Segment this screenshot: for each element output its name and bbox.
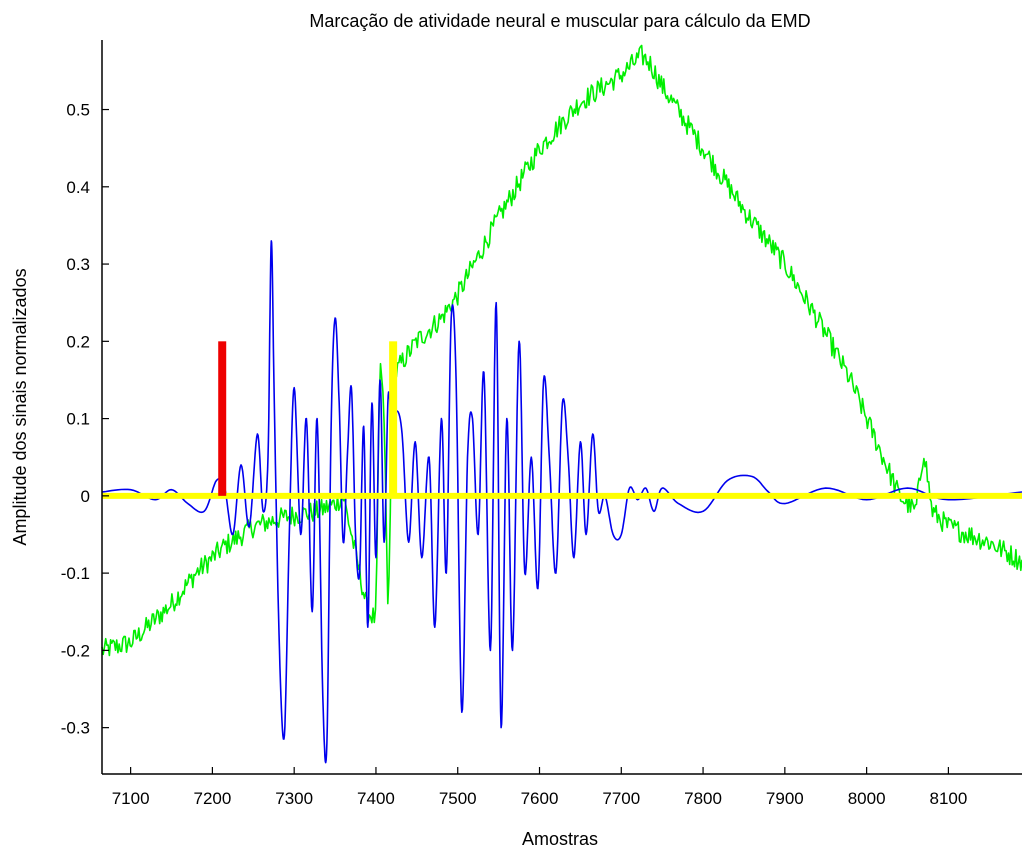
y-tick-label: 0.3 (66, 255, 90, 274)
x-tick-label: 8100 (929, 789, 967, 808)
neural-onset-marker (218, 341, 227, 496)
x-tick-label: 7400 (357, 789, 395, 808)
y-tick-label: -0.3 (61, 719, 90, 738)
plot-area (101, 44, 1022, 764)
emg-signal-line (101, 240, 1022, 764)
y-axis: -0.3 -0.2 -0.1 0 0.1 0.2 0.3 0.4 0.5 (61, 40, 109, 774)
y-tick-label: -0.1 (61, 564, 90, 583)
x-tick-label: 7600 (521, 789, 559, 808)
y-tick-label: 0.2 (66, 332, 90, 351)
force-signal-line (101, 44, 1022, 657)
chart-title: Marcação de atividade neural e muscular … (309, 11, 810, 31)
x-axis: 7100 7200 7300 7400 7500 7600 7700 7800 7900 8000… (102, 767, 1022, 808)
y-tick-label: 0.1 (66, 410, 90, 429)
x-tick-label: 7300 (275, 789, 313, 808)
y-tick-label: -0.2 (61, 641, 90, 660)
x-tick-label: 8000 (848, 789, 886, 808)
y-tick-label: 0 (81, 487, 90, 506)
y-tick-label: 0.5 (66, 101, 90, 120)
x-tick-label: 7700 (602, 789, 640, 808)
x-axis-label: Amostras (522, 829, 598, 849)
muscular-onset-marker (389, 341, 398, 496)
x-tick-label: 7200 (193, 789, 231, 808)
y-axis-label: Amplitude dos sinais normalizados (10, 268, 30, 545)
x-tick-label: 7500 (439, 789, 477, 808)
y-tick-label: 0.4 (66, 178, 90, 197)
x-tick-label: 7100 (112, 789, 150, 808)
x-tick-label: 7900 (766, 789, 804, 808)
x-tick-label: 7800 (684, 789, 722, 808)
